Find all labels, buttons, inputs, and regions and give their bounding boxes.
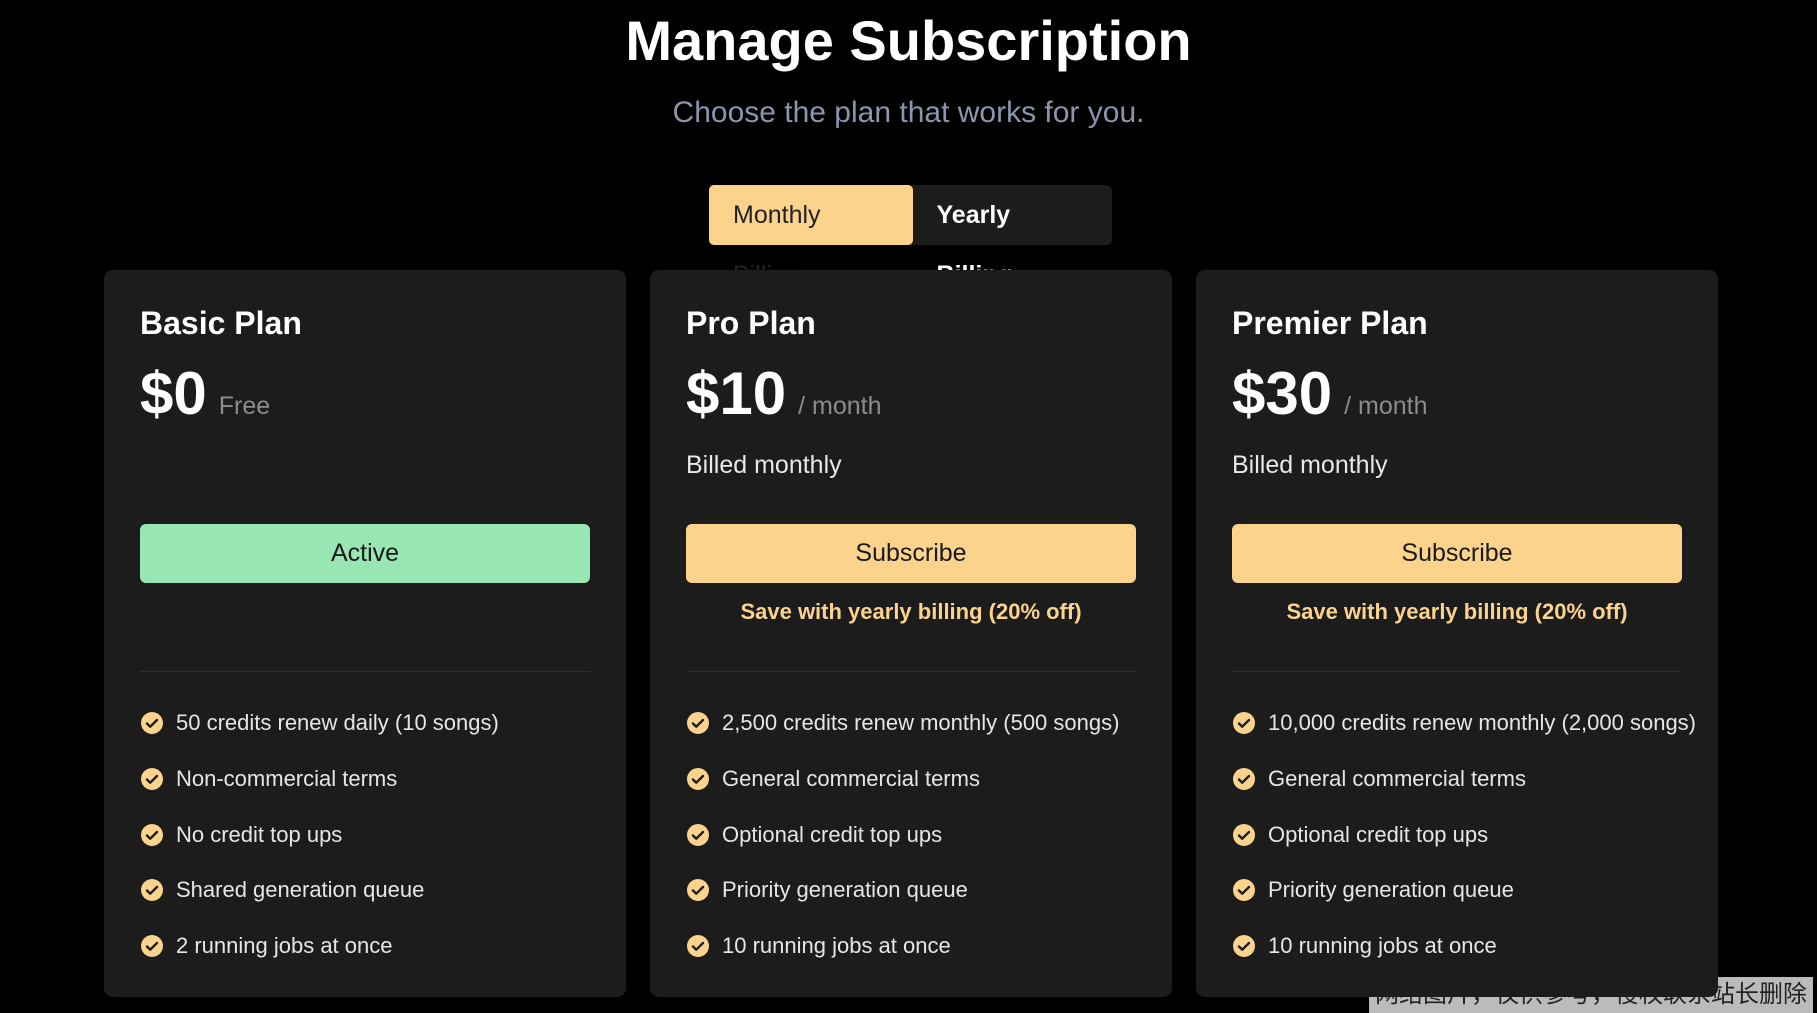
feature-text: 10 running jobs at once [722, 933, 951, 958]
check-icon [141, 767, 163, 790]
price: $30 [1232, 360, 1333, 427]
price-row: $0 Free [140, 358, 270, 430]
price: $0 [140, 360, 207, 427]
plan-button[interactable]: Subscribe [1232, 524, 1682, 583]
feature-text: 2 running jobs at once [176, 933, 393, 958]
feature-text: 2,500 credits renew monthly (500 songs) [722, 710, 1120, 735]
page-subtitle: Choose the plan that works for you. [672, 96, 1145, 129]
price: $10 [686, 360, 787, 427]
billing-text: Billed monthly [1232, 451, 1388, 479]
plan-button[interactable]: Subscribe [686, 524, 1136, 583]
feature-item: General commercial terms [1232, 764, 1526, 794]
plan-card: Premier Plan $30 / month Billed monthly Subs… [1196, 270, 1718, 997]
check-icon [687, 712, 709, 734]
feature-item: Optional credit top ups [1232, 820, 1488, 850]
billing-toggle: Monthly Billing Yearly Billing [709, 185, 1112, 289]
feature-item: Non-commercial terms [140, 764, 397, 794]
feature-item: Shared generation queue [140, 875, 424, 905]
plan-name: Pro Plan [686, 305, 816, 341]
feature-text: 50 credits renew daily (10 songs) [176, 710, 499, 735]
check-icon [141, 712, 163, 734]
price-note: / month [1344, 392, 1428, 420]
feature-item: Priority generation queue [1232, 875, 1514, 905]
divider [140, 671, 590, 672]
feature-text: Priority generation queue [722, 877, 968, 903]
feature-item: 50 credits renew daily (10 songs) [140, 708, 499, 738]
feature-text: 10,000 credits renew monthly (2,000 song… [1268, 710, 1697, 735]
plan-card: Basic Plan $0 Free Active 50 credits renew d… [104, 270, 626, 997]
feature-text: No credit top ups [176, 821, 343, 847]
check-icon [1233, 935, 1255, 957]
page-title: Manage Subscription [625, 9, 1192, 72]
plan-button[interactable]: Active [140, 524, 590, 583]
feature-item: No credit top ups [140, 820, 342, 850]
feature-text: General commercial terms [722, 765, 980, 791]
check-icon [1233, 712, 1255, 734]
plan-card: Pro Plan $10 / month Billed monthly Subscrib… [650, 270, 1172, 997]
feature-text: Non-commercial terms [176, 765, 398, 791]
price-row: $30 / month [1232, 358, 1427, 430]
feature-item: 2,500 credits renew monthly (500 songs) [686, 708, 1119, 738]
check-icon [141, 935, 163, 957]
price-note: / month [798, 392, 882, 420]
check-icon [141, 879, 163, 902]
divider [1232, 671, 1682, 672]
price-note: Free [218, 392, 271, 420]
feature-item: 2 running jobs at once [140, 931, 393, 961]
feature-text: Optional credit top ups [722, 821, 943, 847]
check-icon [687, 767, 709, 790]
feature-item: Priority generation queue [686, 875, 968, 905]
feature-item: 10 running jobs at once [1232, 931, 1497, 961]
feature-item: Optional credit top ups [686, 820, 942, 850]
check-icon [1233, 879, 1255, 902]
feature-text: Optional credit top ups [1268, 821, 1489, 847]
billing-option[interactable]: Monthly Billing [709, 185, 913, 289]
check-icon [687, 879, 709, 902]
plan-name: Premier Plan [1232, 305, 1428, 341]
save-note: Save with yearly billing (20% off) [740, 599, 1082, 624]
check-icon [687, 823, 709, 846]
price-row: $10 / month [686, 358, 881, 430]
feature-text: Priority generation queue [1268, 877, 1514, 903]
feature-text: General commercial terms [1268, 765, 1526, 791]
feature-item: 10,000 credits renew monthly (2,000 song… [1232, 708, 1696, 738]
feature-item: 10 running jobs at once [686, 931, 951, 961]
billing-option[interactable]: Yearly Billing [936, 201, 1013, 289]
check-icon [141, 823, 163, 846]
check-icon [1233, 823, 1255, 846]
check-icon [1233, 767, 1255, 790]
plan-name: Basic Plan [140, 305, 302, 341]
save-note: Save with yearly billing (20% off) [1286, 599, 1628, 624]
billing-text: Billed monthly [686, 451, 842, 479]
feature-text: 10 running jobs at once [1268, 933, 1497, 958]
divider [686, 671, 1136, 672]
feature-item: General commercial terms [686, 764, 980, 794]
check-icon [687, 935, 709, 957]
feature-text: Shared generation queue [176, 877, 425, 903]
